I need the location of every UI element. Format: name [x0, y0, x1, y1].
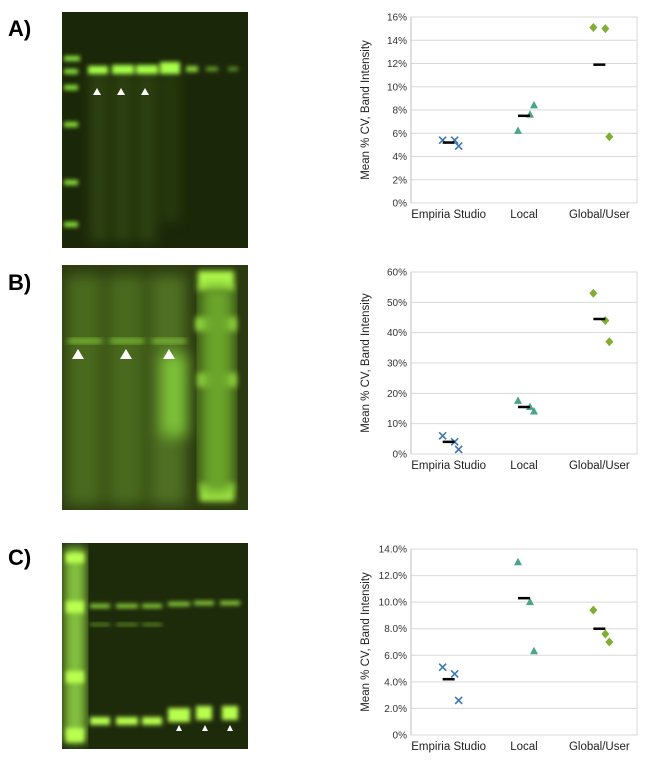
y-tick-label: 8%: [393, 106, 408, 117]
data-point-triangle: [530, 407, 538, 415]
y-tick-label: 12.0%: [379, 571, 407, 582]
y-tick-label: 8.0%: [384, 624, 407, 635]
y-axis-label: Mean % CV, Band Intensity: [360, 572, 372, 712]
y-tick-label: 0%: [393, 731, 408, 742]
panel-label-c: C): [8, 545, 32, 570]
x-category-label: Local: [510, 460, 538, 472]
x-category-label: Empiria Studio: [411, 209, 486, 221]
y-tick-label: 60%: [387, 268, 407, 279]
scatter-chart-a: 0% 2% 4% 6% 8% 10% 12% 14% 16% Empiria Studio Loca…: [360, 13, 638, 221]
x-category-label: Empiria Studio: [411, 741, 486, 753]
data-point-triangle: [514, 396, 522, 404]
data-point-x: [454, 445, 463, 454]
y-tick-label: 6.0%: [384, 651, 407, 662]
y-tick-label: 2%: [393, 175, 408, 186]
scatter-chart-b: 0% 10% 20% 30% 40% 50% 60% Empiria Studio Local G…: [360, 268, 638, 472]
y-tick-label: 40%: [387, 328, 407, 339]
y-tick-label: 4%: [393, 152, 408, 163]
western-blot-image-b: [62, 265, 248, 510]
y-axis-label: Mean % CV, Band Intensity: [360, 293, 372, 433]
data-point-x: [454, 696, 463, 705]
x-category-label: Global/User: [569, 460, 630, 472]
data-point-diamond: [601, 629, 610, 639]
y-tick-label: 0%: [393, 450, 408, 461]
data-point-triangle: [530, 100, 538, 109]
y-tick-label: 20%: [387, 389, 407, 400]
data-point-x: [450, 669, 459, 678]
data-point-diamond: [605, 637, 614, 647]
data-point-triangle: [514, 557, 522, 566]
y-tick-label: 30%: [387, 359, 407, 370]
y-tick-label: 10.0%: [379, 598, 407, 609]
y-tick-label: 0%: [393, 199, 408, 210]
data-point-triangle: [526, 597, 534, 606]
y-tick-label: 6%: [393, 129, 408, 140]
data-point-x: [438, 663, 447, 672]
x-category-label: Local: [510, 741, 538, 753]
panel-label-a: A): [8, 16, 32, 41]
y-tick-label: 14%: [387, 36, 407, 47]
data-point-diamond: [589, 22, 598, 32]
y-tick-label: 12%: [387, 59, 407, 70]
x-category-label: Local: [510, 209, 538, 221]
data-point-diamond: [589, 605, 598, 615]
data-point-x: [438, 431, 447, 440]
y-tick-label: 2.0%: [384, 704, 407, 715]
data-point-x: [454, 141, 463, 151]
scatter-chart-c: 0% 2.0% 4.0% 6.0% 8.0% 10.0% 12.0% 14.0% Empiria…: [360, 545, 638, 753]
data-point-diamond: [605, 337, 614, 347]
y-tick-label: 50%: [387, 298, 407, 309]
y-axis-label: Mean % CV, Band Intensity: [360, 40, 372, 180]
y-tick-label: 4.0%: [384, 677, 407, 688]
x-category-label: Global/User: [569, 741, 630, 753]
x-category-label: Empiria Studio: [411, 460, 486, 472]
western-blot-image-a: [62, 12, 248, 248]
data-point-diamond: [601, 24, 610, 34]
data-point-diamond: [601, 316, 610, 326]
western-blot-image-c: [62, 543, 248, 749]
y-tick-label: 14.0%: [379, 545, 407, 556]
x-category-label: Global/User: [569, 209, 630, 221]
data-point-triangle: [514, 126, 522, 134]
data-point-triangle: [530, 646, 538, 655]
y-tick-label: 10%: [387, 82, 407, 93]
y-tick-label: 16%: [387, 13, 407, 24]
panel-label-b: B): [8, 270, 32, 295]
data-point-diamond: [589, 288, 598, 298]
y-tick-label: 10%: [387, 419, 407, 430]
